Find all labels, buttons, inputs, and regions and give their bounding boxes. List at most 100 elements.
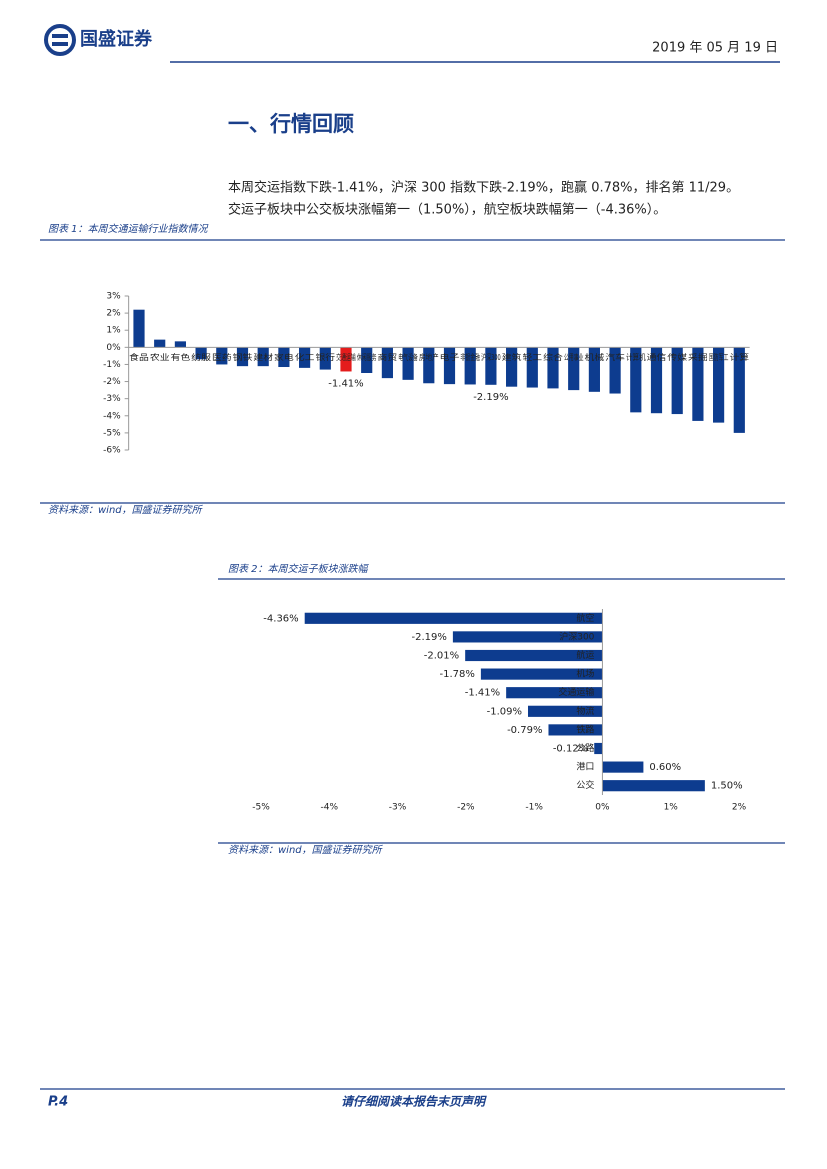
- figure-source: 资料来源：wind，国盛证券研究所: [48, 504, 204, 516]
- value-label: -2.19%: [411, 632, 446, 643]
- y-tick-label: -5%: [103, 428, 121, 438]
- bar: [713, 347, 725, 423]
- page-number: P.4: [48, 1095, 68, 1110]
- x-tick-label: 汽车: [605, 352, 625, 362]
- value-label: -1.41%: [328, 378, 363, 389]
- x-tick-label: 2%: [732, 803, 747, 813]
- category-label: 航空: [576, 612, 594, 624]
- value-label: -1.78%: [439, 669, 474, 680]
- x-tick-label: 非银金融: [460, 352, 480, 362]
- paragraph-line: 交运子板块中公交板块涨幅第一（1.50%），航空板块跌幅第一（-4.36%）。: [228, 202, 666, 218]
- value-label: -1.41%: [465, 688, 500, 699]
- bar: [133, 309, 145, 348]
- bar: [506, 347, 518, 387]
- x-tick-label: 家电: [274, 352, 294, 362]
- bar: [423, 347, 435, 384]
- y-tick-label: 3%: [106, 292, 121, 302]
- y-tick-label: -4%: [103, 411, 121, 421]
- x-tick-label: 轻工: [522, 352, 542, 362]
- bar: [588, 347, 600, 392]
- bar: [594, 742, 603, 755]
- x-tick-label: 0%: [595, 803, 610, 813]
- bar: [278, 347, 290, 368]
- x-tick-label: 交通运输: [336, 352, 356, 362]
- category-label: 铁路: [576, 723, 594, 735]
- bar: [154, 339, 166, 348]
- bar: [236, 347, 249, 367]
- x-tick-label: 有色: [171, 352, 191, 362]
- bar: [195, 347, 207, 360]
- x-tick-label: 农业: [150, 352, 170, 362]
- bar: [527, 705, 603, 717]
- y-tick-label: -3%: [103, 394, 121, 404]
- value-label: -0.79%: [507, 725, 542, 736]
- date: 2019 年 05 月 19 日: [652, 41, 778, 56]
- y-tick-label: 0%: [106, 343, 121, 353]
- category-label: 物流: [576, 705, 594, 717]
- bar: [257, 347, 269, 367]
- bar: [609, 347, 621, 394]
- x-tick-label: 沪深300: [481, 352, 501, 362]
- x-tick-label: 食品: [129, 352, 149, 362]
- x-tick-label: -3%: [389, 803, 407, 813]
- value-label: -0.12%: [553, 744, 588, 755]
- value-label: -1.09%: [487, 706, 522, 717]
- figure-caption: 图表 2：本周交运子板块涨跌幅: [228, 563, 370, 575]
- category-label: 交通运输: [558, 686, 594, 698]
- bar: [402, 347, 414, 380]
- category-label: 公交: [576, 779, 594, 791]
- bar: [319, 347, 331, 370]
- x-tick-label: 钢铁: [233, 352, 253, 362]
- value-label: -2.19%: [473, 392, 508, 403]
- bar: [506, 687, 603, 699]
- bar: [568, 347, 580, 391]
- bar: [485, 347, 497, 385]
- bar: [216, 347, 228, 365]
- bar: [381, 347, 393, 379]
- x-tick-label: 电子: [440, 352, 460, 362]
- y-tick-label: -6%: [103, 446, 121, 456]
- bar: [361, 347, 373, 373]
- x-tick-label: 国防军工: [709, 352, 729, 362]
- x-tick-label: 医药: [212, 352, 232, 362]
- logo-text: 国盛证券: [80, 28, 153, 50]
- category-label: 机场: [576, 668, 594, 680]
- bar: [671, 347, 683, 415]
- bar: [602, 761, 644, 773]
- section-title: 一、行情回顾: [228, 112, 354, 136]
- x-tick-label: 纺服: [191, 352, 211, 362]
- bar: [526, 347, 538, 388]
- bar: [304, 612, 603, 624]
- figure-caption: 图表 1：本周交通运输行业指数情况: [48, 223, 209, 235]
- bar: [174, 341, 186, 348]
- x-tick-label: 电气设备: [398, 352, 418, 362]
- category-label: 港口: [576, 761, 594, 773]
- bar: [650, 347, 663, 414]
- value-label: -4.36%: [263, 613, 298, 624]
- bar: [480, 668, 603, 680]
- x-tick-label: 建材: [253, 352, 273, 362]
- bar: [464, 347, 476, 385]
- x-tick-label: 公用事业: [564, 352, 584, 362]
- bar: [340, 347, 352, 372]
- x-tick-label: 建筑: [502, 352, 522, 362]
- x-tick-label: 银行: [315, 352, 335, 362]
- disclaimer: 请仔细阅读本报告末页声明: [341, 1095, 487, 1109]
- value-label: 1.50%: [711, 781, 743, 792]
- bar: [452, 631, 603, 643]
- bar: [547, 347, 559, 389]
- x-tick-label: 商贸: [378, 352, 398, 362]
- x-tick-label: 房地产: [419, 352, 439, 362]
- x-tick-label: 计算: [729, 352, 749, 362]
- x-tick-label: -1%: [525, 803, 543, 813]
- x-tick-label: -2%: [457, 803, 475, 813]
- figure-source: 资料来源：wind，国盛证券研究所: [228, 844, 384, 856]
- category-label: 航运: [576, 649, 594, 661]
- bar: [548, 724, 603, 736]
- x-tick-label: 综合: [543, 352, 563, 362]
- bar: [465, 649, 603, 662]
- y-tick-label: 1%: [106, 326, 121, 336]
- x-tick-label: 传媒: [667, 352, 687, 362]
